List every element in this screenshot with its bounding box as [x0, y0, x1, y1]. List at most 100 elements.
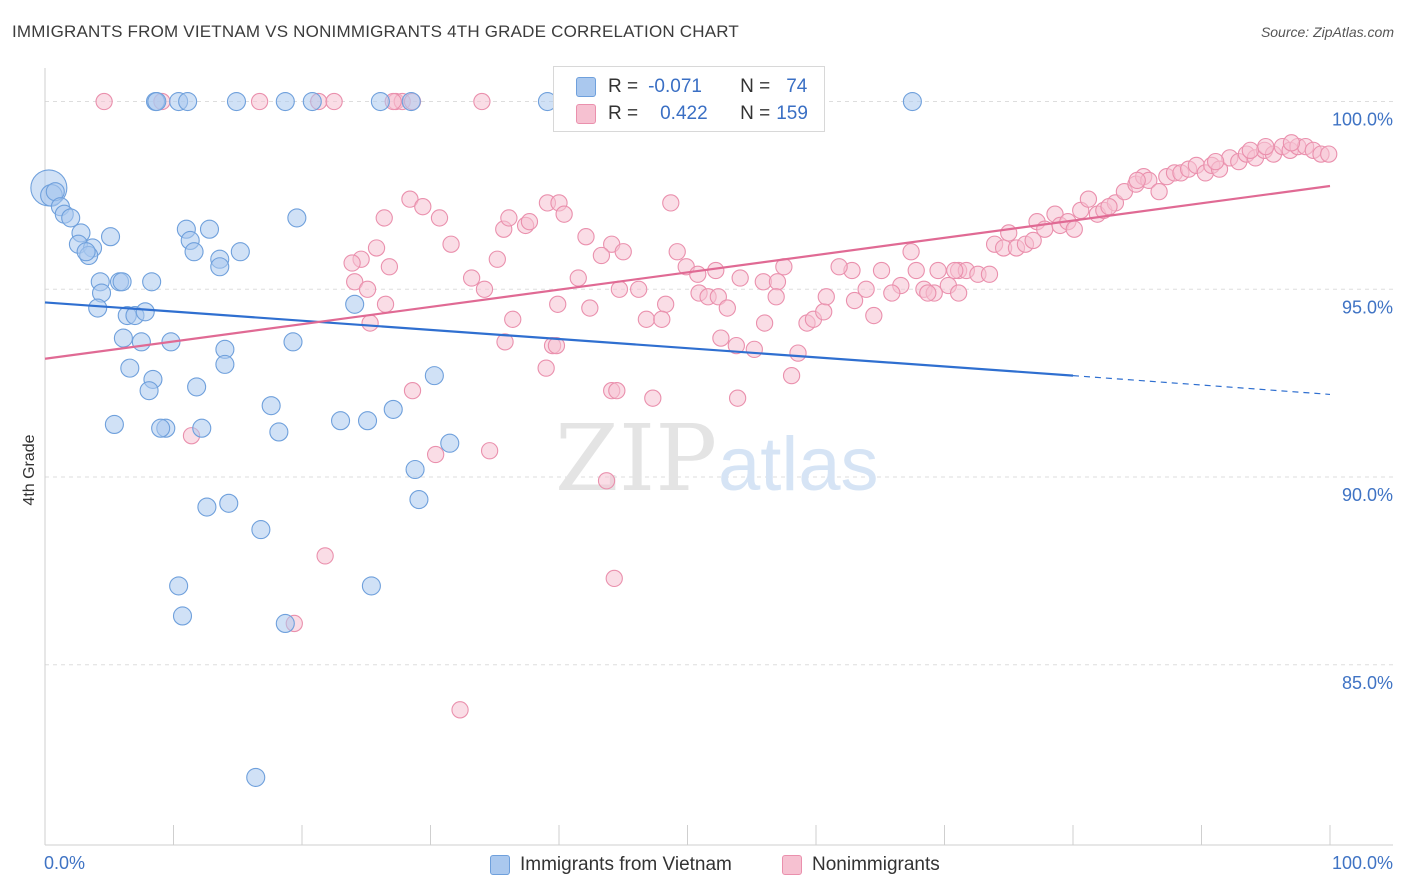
point-nonimmigrant: [789, 344, 807, 362]
trend-lines: [44, 184, 1331, 396]
point-nonimmigrant: [367, 239, 386, 257]
point-vietnam: [357, 411, 378, 431]
point-nonimmigrant: [1282, 134, 1301, 152]
point-vietnam: [120, 358, 140, 378]
point-nonimmigrant: [346, 273, 364, 291]
point-nonimmigrant: [442, 235, 460, 253]
point-vietnam: [409, 489, 429, 510]
point-nonimmigrant: [451, 701, 469, 719]
point-nonimmigrant: [815, 303, 833, 321]
point-nonimmigrant: [376, 295, 395, 313]
point-nonimmigrant: [653, 310, 671, 328]
point-vietnam: [383, 399, 403, 419]
point-nonimmigrant: [668, 243, 686, 261]
y-axis-label: 4th Grade: [21, 434, 38, 505]
point-vietnam: [104, 414, 124, 435]
point-nonimmigrant: [426, 445, 445, 464]
point-vietnam: [226, 91, 247, 112]
point-vietnam: [261, 396, 281, 416]
point-nonimmigrant: [657, 295, 675, 313]
data-points: [30, 91, 1338, 787]
point-nonimmigrant: [929, 261, 947, 280]
point-nonimmigrant: [707, 261, 725, 280]
point-nonimmigrant: [902, 243, 920, 261]
point-nonimmigrant: [768, 273, 787, 291]
point-nonimmigrant: [325, 92, 343, 111]
point-nonimmigrant: [316, 547, 334, 565]
point-nonimmigrant: [614, 243, 632, 261]
x-tick-label-min: 0.0%: [44, 853, 85, 873]
y-tick-label: 100.0%: [1332, 110, 1393, 130]
point-nonimmigrant: [1079, 190, 1098, 208]
point-nonimmigrant: [462, 269, 481, 287]
legend-swatch-blue: [576, 77, 596, 97]
point-nonimmigrant: [358, 280, 377, 298]
point-vietnam: [172, 606, 193, 626]
point-nonimmigrant: [630, 280, 648, 298]
point-vietnam: [902, 91, 922, 112]
point-nonimmigrant: [755, 314, 774, 332]
y-tick-label: 85.0%: [1342, 673, 1393, 693]
point-vietnam: [424, 366, 444, 386]
n-label: N =: [740, 103, 771, 124]
point-vietnam: [61, 208, 81, 228]
watermark: ZIP atlas: [555, 405, 879, 512]
n-value-vietnam: 74: [786, 76, 808, 97]
point-nonimmigrant: [1257, 137, 1275, 156]
point-nonimmigrant: [597, 472, 616, 490]
point-nonimmigrant: [980, 265, 999, 283]
point-nonimmigrant: [361, 314, 379, 332]
point-nonimmigrant: [857, 280, 875, 298]
axes: [44, 68, 1393, 846]
point-vietnam: [169, 576, 189, 596]
point-vietnam: [401, 91, 421, 112]
point-nonimmigrant: [689, 265, 707, 283]
point-nonimmigrant: [817, 288, 835, 306]
point-vietnam: [230, 242, 250, 262]
legend-label-nonimmigrants: Nonimmigrants: [812, 854, 940, 875]
point-nonimmigrant: [569, 269, 587, 287]
point-nonimmigrant: [547, 336, 566, 355]
point-vietnam: [151, 418, 171, 438]
legend-label-vietnam: Immigrants from Vietnam: [520, 854, 732, 875]
point-vietnam: [142, 272, 162, 292]
r-label: R =: [608, 76, 639, 97]
point-nonimmigrant: [712, 329, 730, 347]
point-nonimmigrant: [380, 258, 399, 276]
point-nonimmigrant: [718, 299, 736, 317]
point-nonimmigrant: [907, 261, 925, 280]
point-nonimmigrant: [549, 295, 567, 313]
point-nonimmigrant: [1150, 182, 1168, 201]
point-nonimmigrant: [865, 306, 883, 325]
point-nonimmigrant: [1128, 171, 1146, 190]
point-nonimmigrant: [403, 382, 422, 400]
point-nonimmigrant: [250, 92, 269, 111]
point-nonimmigrant: [95, 92, 113, 111]
point-vietnam: [246, 767, 266, 787]
point-vietnam: [405, 459, 425, 480]
watermark-zip: ZIP: [555, 405, 717, 512]
x-tick-label-max: 100.0%: [1332, 853, 1393, 873]
point-vietnam: [275, 613, 295, 634]
point-nonimmigrant: [782, 366, 801, 385]
point-nonimmigrant: [949, 284, 968, 302]
y-tick-label: 95.0%: [1342, 297, 1393, 317]
r-value-nonimmigrants: 0.422: [660, 103, 708, 124]
tick-labels: 100.0% 95.0% 90.0% 85.0% 0.0% 100.0%: [44, 110, 1393, 873]
point-nonimmigrant: [430, 209, 449, 227]
point-nonimmigrant: [872, 261, 891, 280]
point-vietnam: [192, 418, 212, 438]
point-nonimmigrant: [883, 284, 901, 302]
point-nonimmigrant: [830, 258, 848, 276]
point-vietnam: [187, 377, 207, 397]
point-vietnam: [330, 411, 351, 431]
point-vietnam: [287, 208, 307, 228]
point-vietnam: [361, 576, 381, 596]
point-vietnam: [178, 91, 198, 112]
point-nonimmigrant: [1206, 152, 1225, 171]
legend-row-vietnam: R = -0.071 N = 74: [576, 74, 807, 100]
legend-row-nonimmigrants: R = 0.422 N = 159: [576, 101, 808, 127]
point-nonimmigrant: [414, 198, 432, 216]
point-nonimmigrant: [581, 299, 599, 317]
point-nonimmigrant: [644, 389, 662, 407]
